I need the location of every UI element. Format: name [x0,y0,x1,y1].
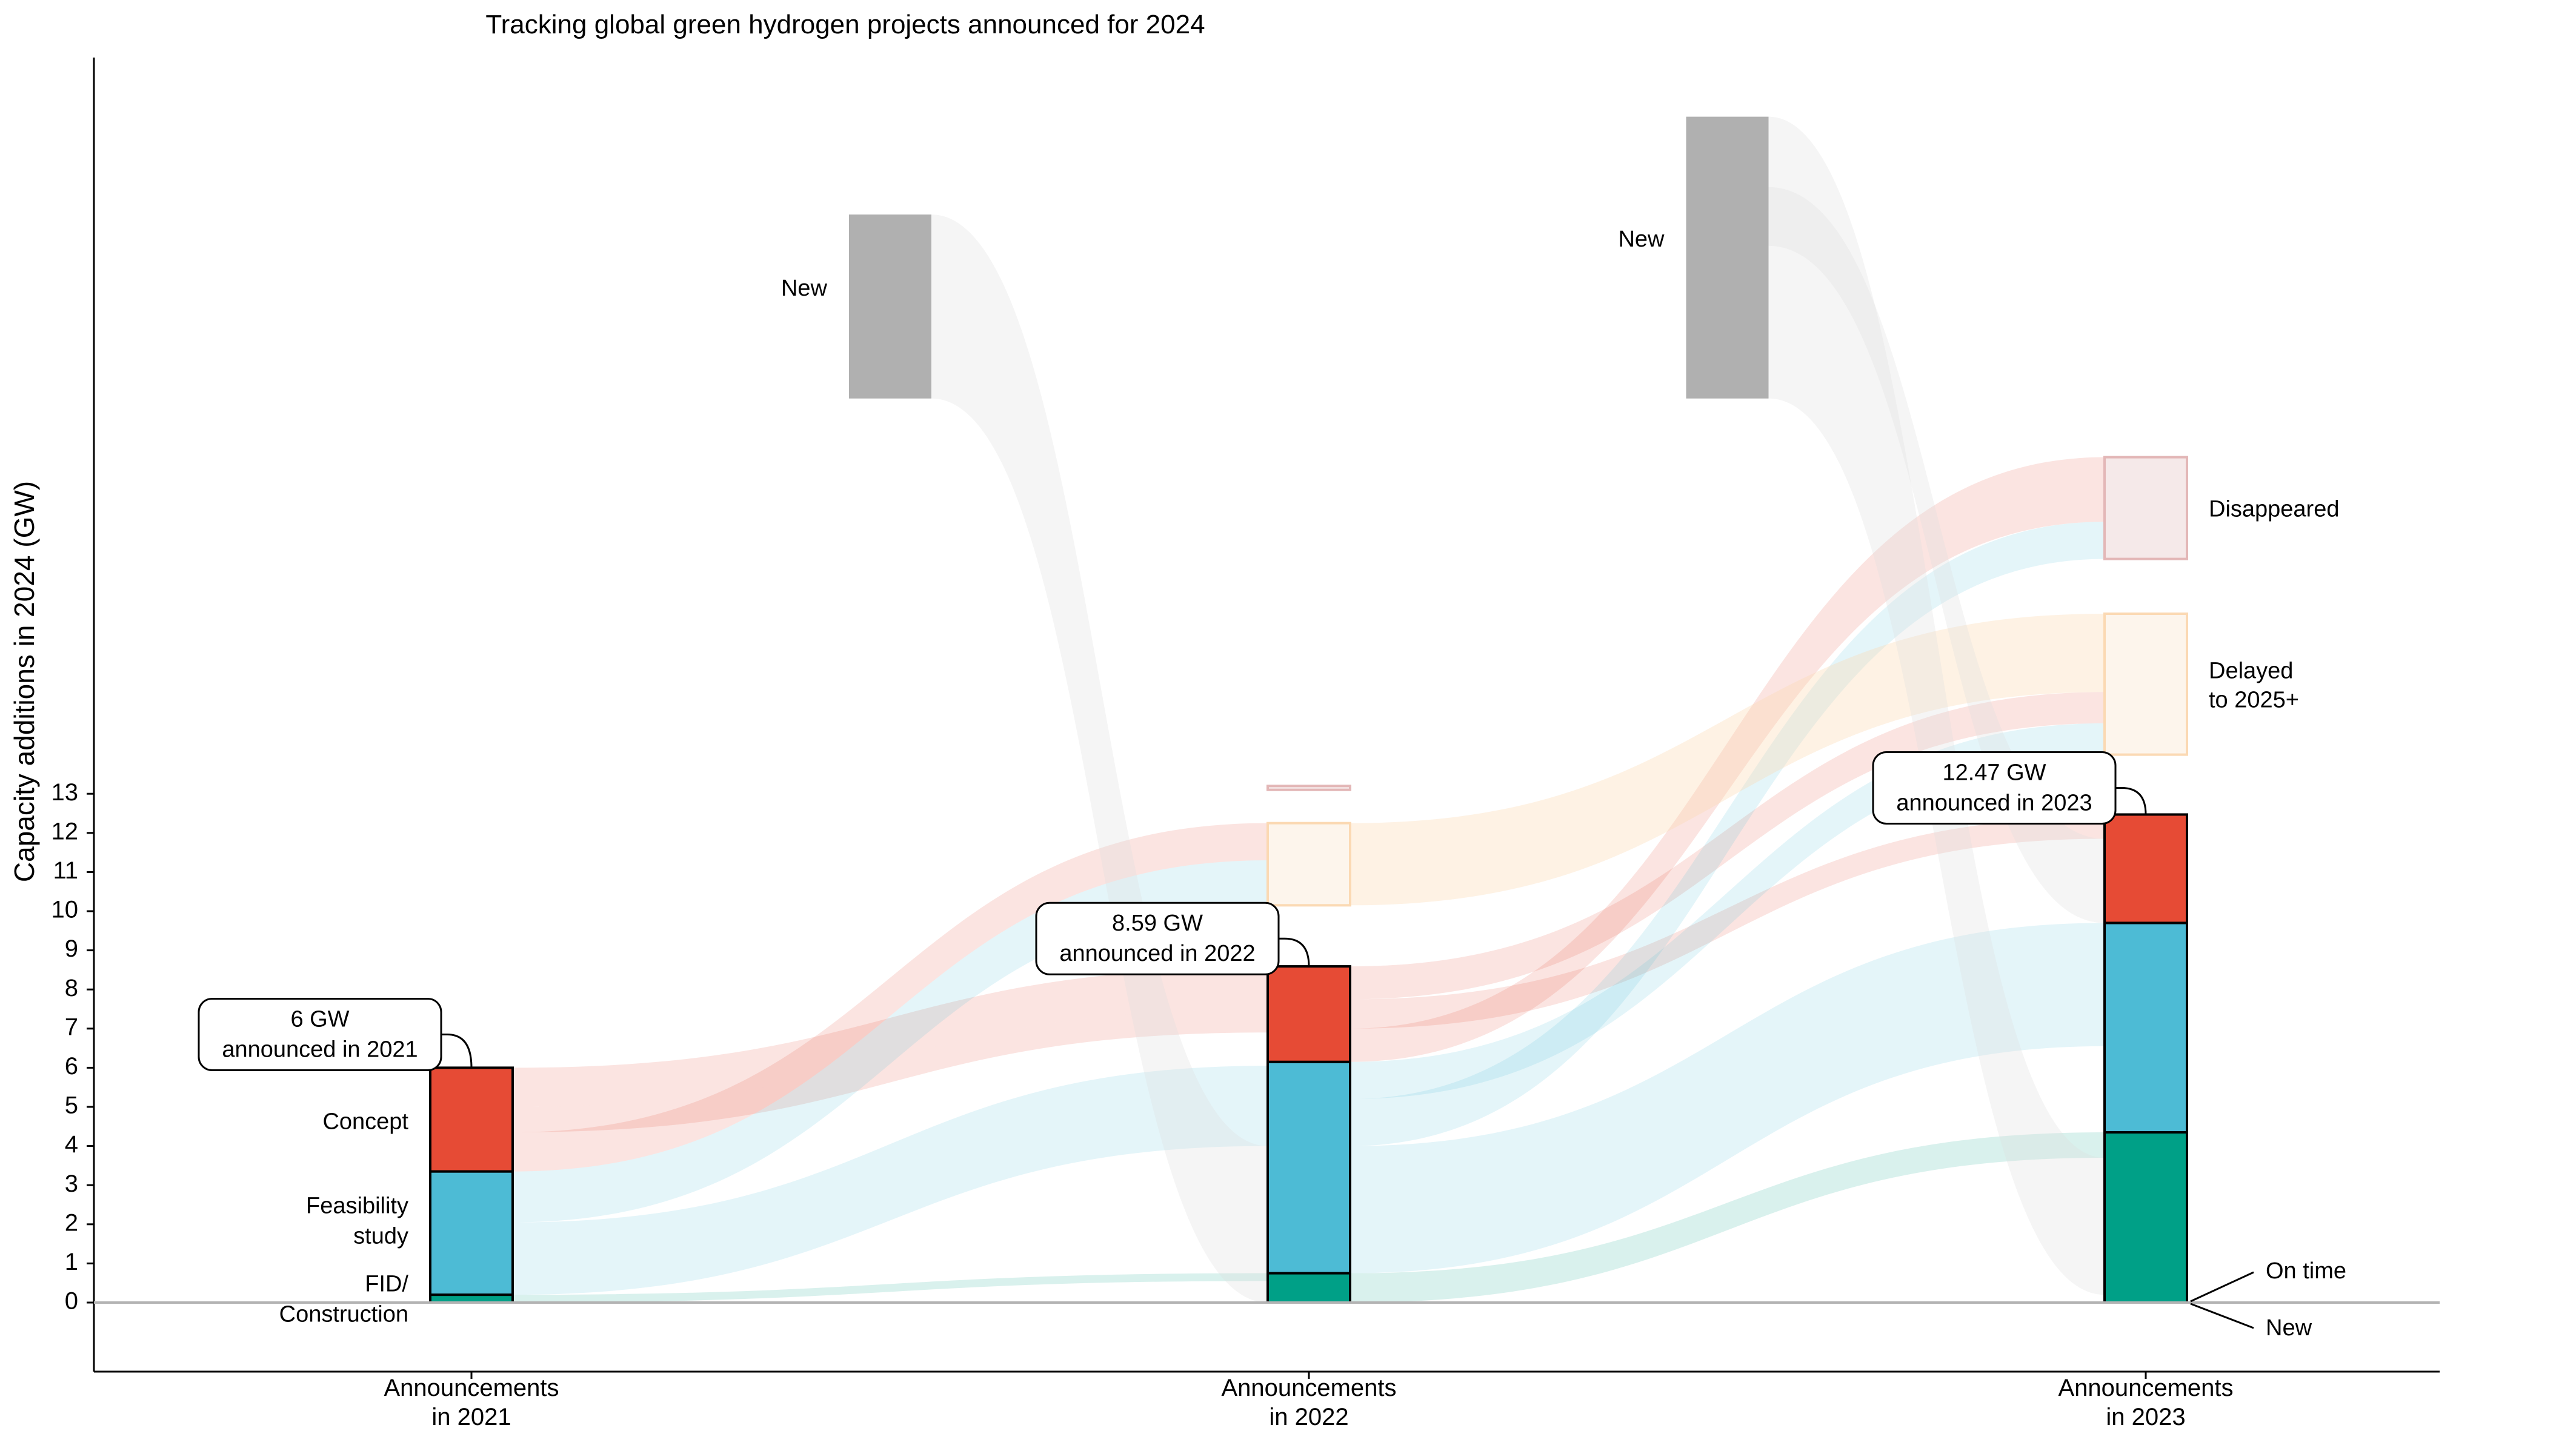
flow-band [513,968,1268,1107]
new-block [1686,116,1769,399]
new-block-label: New [1618,227,1665,252]
flow-band [513,1273,1268,1303]
y-tick-label: 11 [53,857,78,884]
disappeared-block [2103,456,2188,560]
flow-band [1350,817,2105,1029]
y-tick-label: 6 [65,1053,78,1080]
label-layer: New New Delayed to 2025+ Disappeared Announce… [198,227,2346,1430]
y-tick-label: 10 [52,897,79,923]
y-tick-label: 13 [52,779,79,806]
y-axis-label: Capacity additions in 2024 (GW) [8,481,40,882]
feasibility-segment [429,1170,514,1297]
block-layer [429,116,2188,1304]
x-tick-label: Announcements in 2022 [1221,1375,1396,1430]
annotation-leader [2115,787,2147,815]
disappeared-label: Disappeared [2209,497,2339,522]
new-block-label: New [781,276,828,301]
new-block [849,214,931,399]
flow-band [1768,116,2105,1295]
flow-band [1350,723,2105,1100]
flow-band [513,1009,1268,1132]
endpoint-label-on-time: On time [2266,1258,2346,1284]
endpoint-label-new: New [2266,1315,2312,1341]
concept-segment [1266,965,1351,1063]
y-tick-label: 7 [65,1014,78,1040]
annotation-text: 12.47 GW announced in 2023 [1896,760,2092,816]
y-tick-label: 3 [65,1170,78,1197]
stage-label: Concept [322,1109,408,1135]
y-tick-label: 9 [65,935,78,962]
concept-segment [429,1066,514,1173]
flow-band [931,214,1268,1303]
chart-title: Tracking global green hydrogen projects … [485,10,1205,39]
fid-segment [1266,1272,1351,1304]
y-tick-label: 2 [65,1209,78,1236]
stage-label: Feasibility study [306,1193,408,1249]
flow-band [513,860,1268,1223]
flow-band [1350,1132,2105,1303]
delayed-block [2103,613,2188,756]
flow-band [1350,457,2105,1062]
flow-band [1350,522,2105,1146]
flow-band [1350,923,2105,1273]
feasibility-segment [2103,921,2188,1134]
y-tick-label: 0 [65,1288,78,1315]
flow-band [513,823,1268,1172]
concept-segment [2103,813,2188,925]
delayed-block [1266,822,1351,907]
y-tick-label: 12 [52,818,79,845]
annotation-box [1035,901,1280,975]
annotation-text: 6 GW announced in 2021 [222,1006,418,1062]
annotation-text: 8.59 GW announced in 2022 [1059,911,1255,966]
y-tick-label: 1 [65,1249,78,1275]
feasibility-segment [1266,1060,1351,1275]
y-tick-label: 4 [65,1131,78,1158]
annotation-box [1872,751,2117,825]
flow-band [1350,692,2105,1000]
annotation-leader [441,1033,473,1068]
x-tick-label: Announcements in 2021 [384,1375,559,1430]
disappeared-block [1266,785,1351,791]
fid-segment [2103,1131,2188,1304]
flow-band [513,1066,1268,1295]
x-tick-label: Announcements in 2023 [2058,1375,2233,1430]
flow-band [1768,187,2105,923]
flow-layer [513,116,2105,1303]
endpoint-leader [2190,1271,2254,1303]
endpoint-leader [2190,1303,2254,1329]
y-tick-label: 8 [65,975,78,1001]
stage-label: FID/Construction [279,1272,409,1327]
annotation-box [198,997,442,1071]
y-tick-label: 5 [65,1092,78,1119]
delayed-label: Delayed to 2025+ [2209,658,2299,712]
annotation-leader [1279,937,1310,967]
flow-band [1350,614,2105,906]
